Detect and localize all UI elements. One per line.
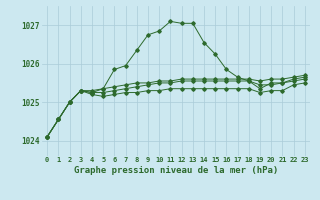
X-axis label: Graphe pression niveau de la mer (hPa): Graphe pression niveau de la mer (hPa) [74, 166, 278, 175]
